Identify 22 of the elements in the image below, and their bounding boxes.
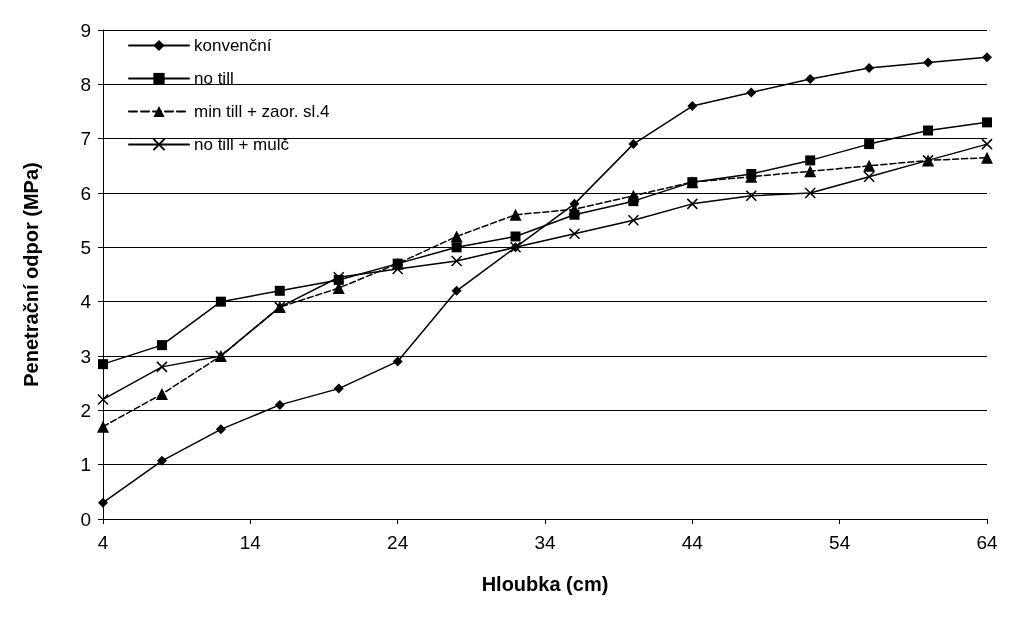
- legend-label: konvenční: [194, 36, 272, 55]
- legend-label: no till: [194, 69, 234, 88]
- legend-label: min till + zaor. sl.4: [194, 102, 330, 121]
- y-tick-label: 9: [80, 19, 91, 41]
- y-tick-label: 3: [80, 345, 91, 367]
- y-tick-label: 8: [80, 73, 91, 95]
- y-axis-title: Penetrační odpor (MPa): [20, 162, 42, 387]
- x-axis-title: Hloubka (cm): [481, 573, 609, 595]
- y-tick-label: 2: [80, 399, 91, 421]
- x-tick-label: 64: [976, 532, 998, 553]
- y-tick-label: 0: [80, 508, 91, 530]
- x-tick-label: 34: [534, 532, 556, 553]
- y-tick-label: 6: [80, 182, 91, 204]
- x-tick-label: 4: [97, 532, 109, 553]
- x-tick-label: 14: [239, 532, 262, 553]
- y-tick-label: 4: [80, 291, 92, 313]
- y-tick-label: 7: [80, 128, 91, 150]
- x-tick-label: 54: [829, 532, 851, 553]
- x-tick-label: 24: [387, 532, 409, 553]
- x-tick-label: 44: [681, 532, 704, 553]
- y-tick-label: 5: [80, 236, 91, 258]
- y-tick-label: 1: [80, 454, 91, 476]
